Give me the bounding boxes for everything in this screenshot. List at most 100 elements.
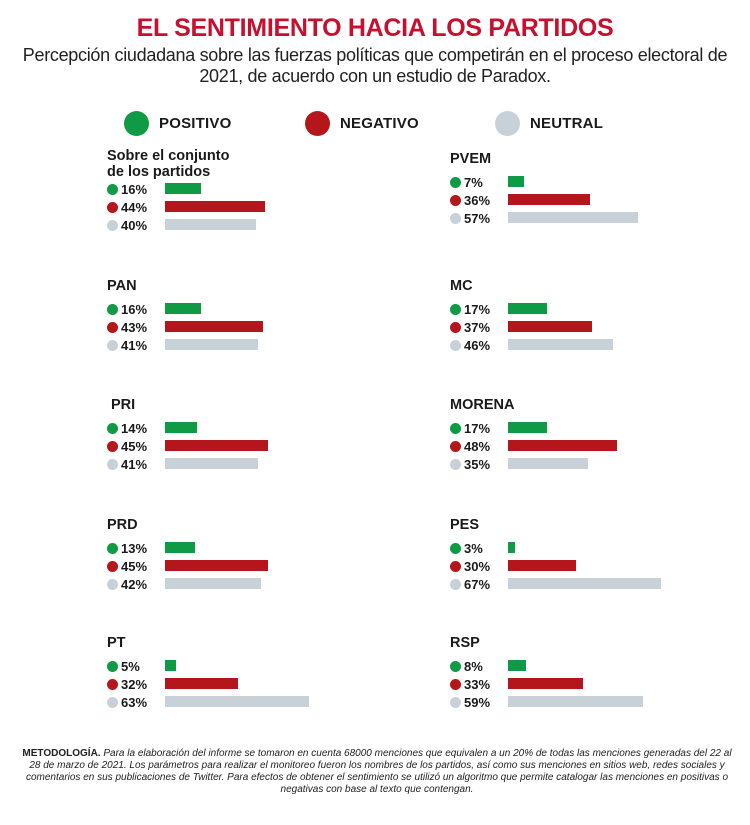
value-label-positivo: 5% — [121, 658, 140, 674]
bar-positivo — [165, 303, 201, 314]
bar-negativo — [165, 560, 268, 571]
row-positivo: 7% — [450, 173, 508, 191]
bar-negativo — [508, 321, 592, 332]
panel-pan: PAN 16% 43% 41% — [107, 275, 407, 385]
legend-dot-positivo — [124, 110, 149, 136]
row-positivo: 5% — [107, 657, 165, 675]
bar-negativo — [508, 678, 583, 689]
legend-item-positivo: POSITIVO — [124, 110, 231, 136]
subtitle-line-1: Percepción ciudadana sobre las fuerzas p… — [22, 45, 728, 65]
dot-positivo — [107, 542, 118, 554]
dot-positivo — [107, 660, 118, 672]
bar-negativo — [508, 440, 617, 451]
value-label-neutral: 46% — [464, 337, 491, 353]
panel-title: Sobre el conjunto de los partidos — [107, 148, 229, 180]
legend-label-negativo: NEGATIVO — [340, 114, 419, 132]
bar-neutral — [508, 696, 643, 707]
dot-negativo — [450, 440, 461, 452]
bar-negativo — [165, 440, 268, 451]
panel-title-line: MC — [450, 278, 473, 294]
value-label-negativo: 44% — [121, 199, 148, 215]
legend-item-negativo: NEGATIVO — [305, 110, 419, 136]
value-label-neutral: 35% — [464, 456, 491, 472]
row-positivo: 13% — [107, 539, 165, 557]
bar-neutral — [508, 578, 661, 589]
panel-title-line: PRD — [107, 517, 138, 533]
dot-positivo — [107, 303, 118, 315]
dot-neutral — [107, 458, 118, 470]
value-label-positivo: 13% — [121, 540, 148, 556]
bar-neutral — [165, 219, 256, 230]
dot-negativo — [450, 678, 461, 690]
row-positivo: 3% — [450, 539, 508, 557]
value-label-positivo: 17% — [464, 420, 491, 436]
row-positivo: 16% — [107, 180, 165, 198]
methodology-note: METODOLOGÍA. Para la elaboración del inf… — [22, 748, 732, 796]
dot-negativo — [107, 201, 118, 213]
value-label-positivo: 7% — [464, 174, 483, 190]
row-negativo: 45% — [107, 557, 165, 575]
dot-positivo — [450, 176, 461, 188]
dot-positivo — [450, 422, 461, 434]
row-neutral: 59% — [450, 693, 508, 711]
dot-neutral — [450, 212, 461, 224]
dot-positivo — [450, 542, 461, 554]
subtitle-line-2: 2021, de acuerdo con un estudio de Parad… — [199, 66, 551, 86]
panel-title: PT — [107, 635, 126, 651]
panel-title-line: RSP — [450, 635, 480, 651]
row-negativo: 43% — [107, 318, 165, 336]
panel-sobre-el-conjunto-de-los-partidos: Sobre el conjunto de los partidos 16% 44% 40… — [107, 148, 407, 258]
panel-title-line: PRI — [111, 397, 136, 413]
bar-positivo — [165, 542, 195, 553]
bar-neutral — [165, 696, 309, 707]
panel-title-line: PAN — [107, 278, 137, 294]
row-neutral: 42% — [107, 575, 165, 593]
value-label-positivo: 14% — [121, 420, 148, 436]
value-label-neutral: 40% — [121, 217, 148, 233]
row-neutral: 57% — [450, 209, 508, 227]
panel-pes: PES 3% 30% 67% — [450, 514, 750, 624]
row-neutral: 35% — [450, 455, 508, 473]
value-label-negativo: 37% — [464, 319, 491, 335]
dot-neutral — [107, 696, 118, 708]
row-negativo: 32% — [107, 675, 165, 693]
panel-prd: PRD 13% 45% 42% — [107, 514, 407, 624]
panel-pt: PT 5% 32% 63% — [107, 632, 407, 742]
value-label-negativo: 43% — [121, 319, 148, 335]
row-positivo: 17% — [450, 300, 508, 318]
bar-neutral — [165, 458, 258, 469]
panel-mc: MC 17% 37% 46% — [450, 275, 750, 385]
chart-title: EL SENTIMIENTO HACIA LOS PARTIDOS — [136, 14, 614, 42]
panel-title: PES — [450, 517, 479, 533]
bar-neutral — [165, 339, 258, 350]
panel-title-line: PT — [107, 635, 126, 651]
dot-negativo — [107, 678, 118, 690]
row-neutral: 41% — [107, 336, 165, 354]
row-negativo: 44% — [107, 198, 165, 216]
row-negativo: 48% — [450, 437, 508, 455]
panel-pvem: PVEM 7% 36% 57% — [450, 148, 750, 258]
legend-dot-negativo — [305, 110, 330, 136]
panel-title: PRD — [107, 517, 138, 533]
panel-pri: PRI 14% 45% 41% — [107, 394, 407, 504]
panel-title-line: PVEM — [450, 151, 492, 167]
bar-negativo — [165, 321, 263, 332]
legend-dot-neutral — [495, 110, 520, 136]
bar-positivo — [508, 422, 547, 433]
bar-positivo — [508, 660, 526, 671]
panel-title-line: MORENA — [450, 397, 515, 413]
value-label-neutral: 41% — [121, 337, 148, 353]
panel-title-line: Sobre el conjunto — [107, 148, 230, 164]
value-label-negativo: 45% — [121, 438, 148, 454]
bar-positivo — [165, 183, 201, 194]
row-neutral: 46% — [450, 336, 508, 354]
chart-subtitle: Percepción ciudadana sobre las fuerzas p… — [0, 45, 750, 87]
dot-neutral — [107, 219, 118, 231]
row-negativo: 33% — [450, 675, 508, 693]
value-label-neutral: 41% — [121, 456, 148, 472]
dot-neutral — [107, 578, 118, 590]
panel-rsp: RSP 8% 33% 59% — [450, 632, 750, 742]
dot-neutral — [450, 696, 461, 708]
dot-negativo — [107, 560, 118, 572]
dot-negativo — [107, 321, 118, 333]
